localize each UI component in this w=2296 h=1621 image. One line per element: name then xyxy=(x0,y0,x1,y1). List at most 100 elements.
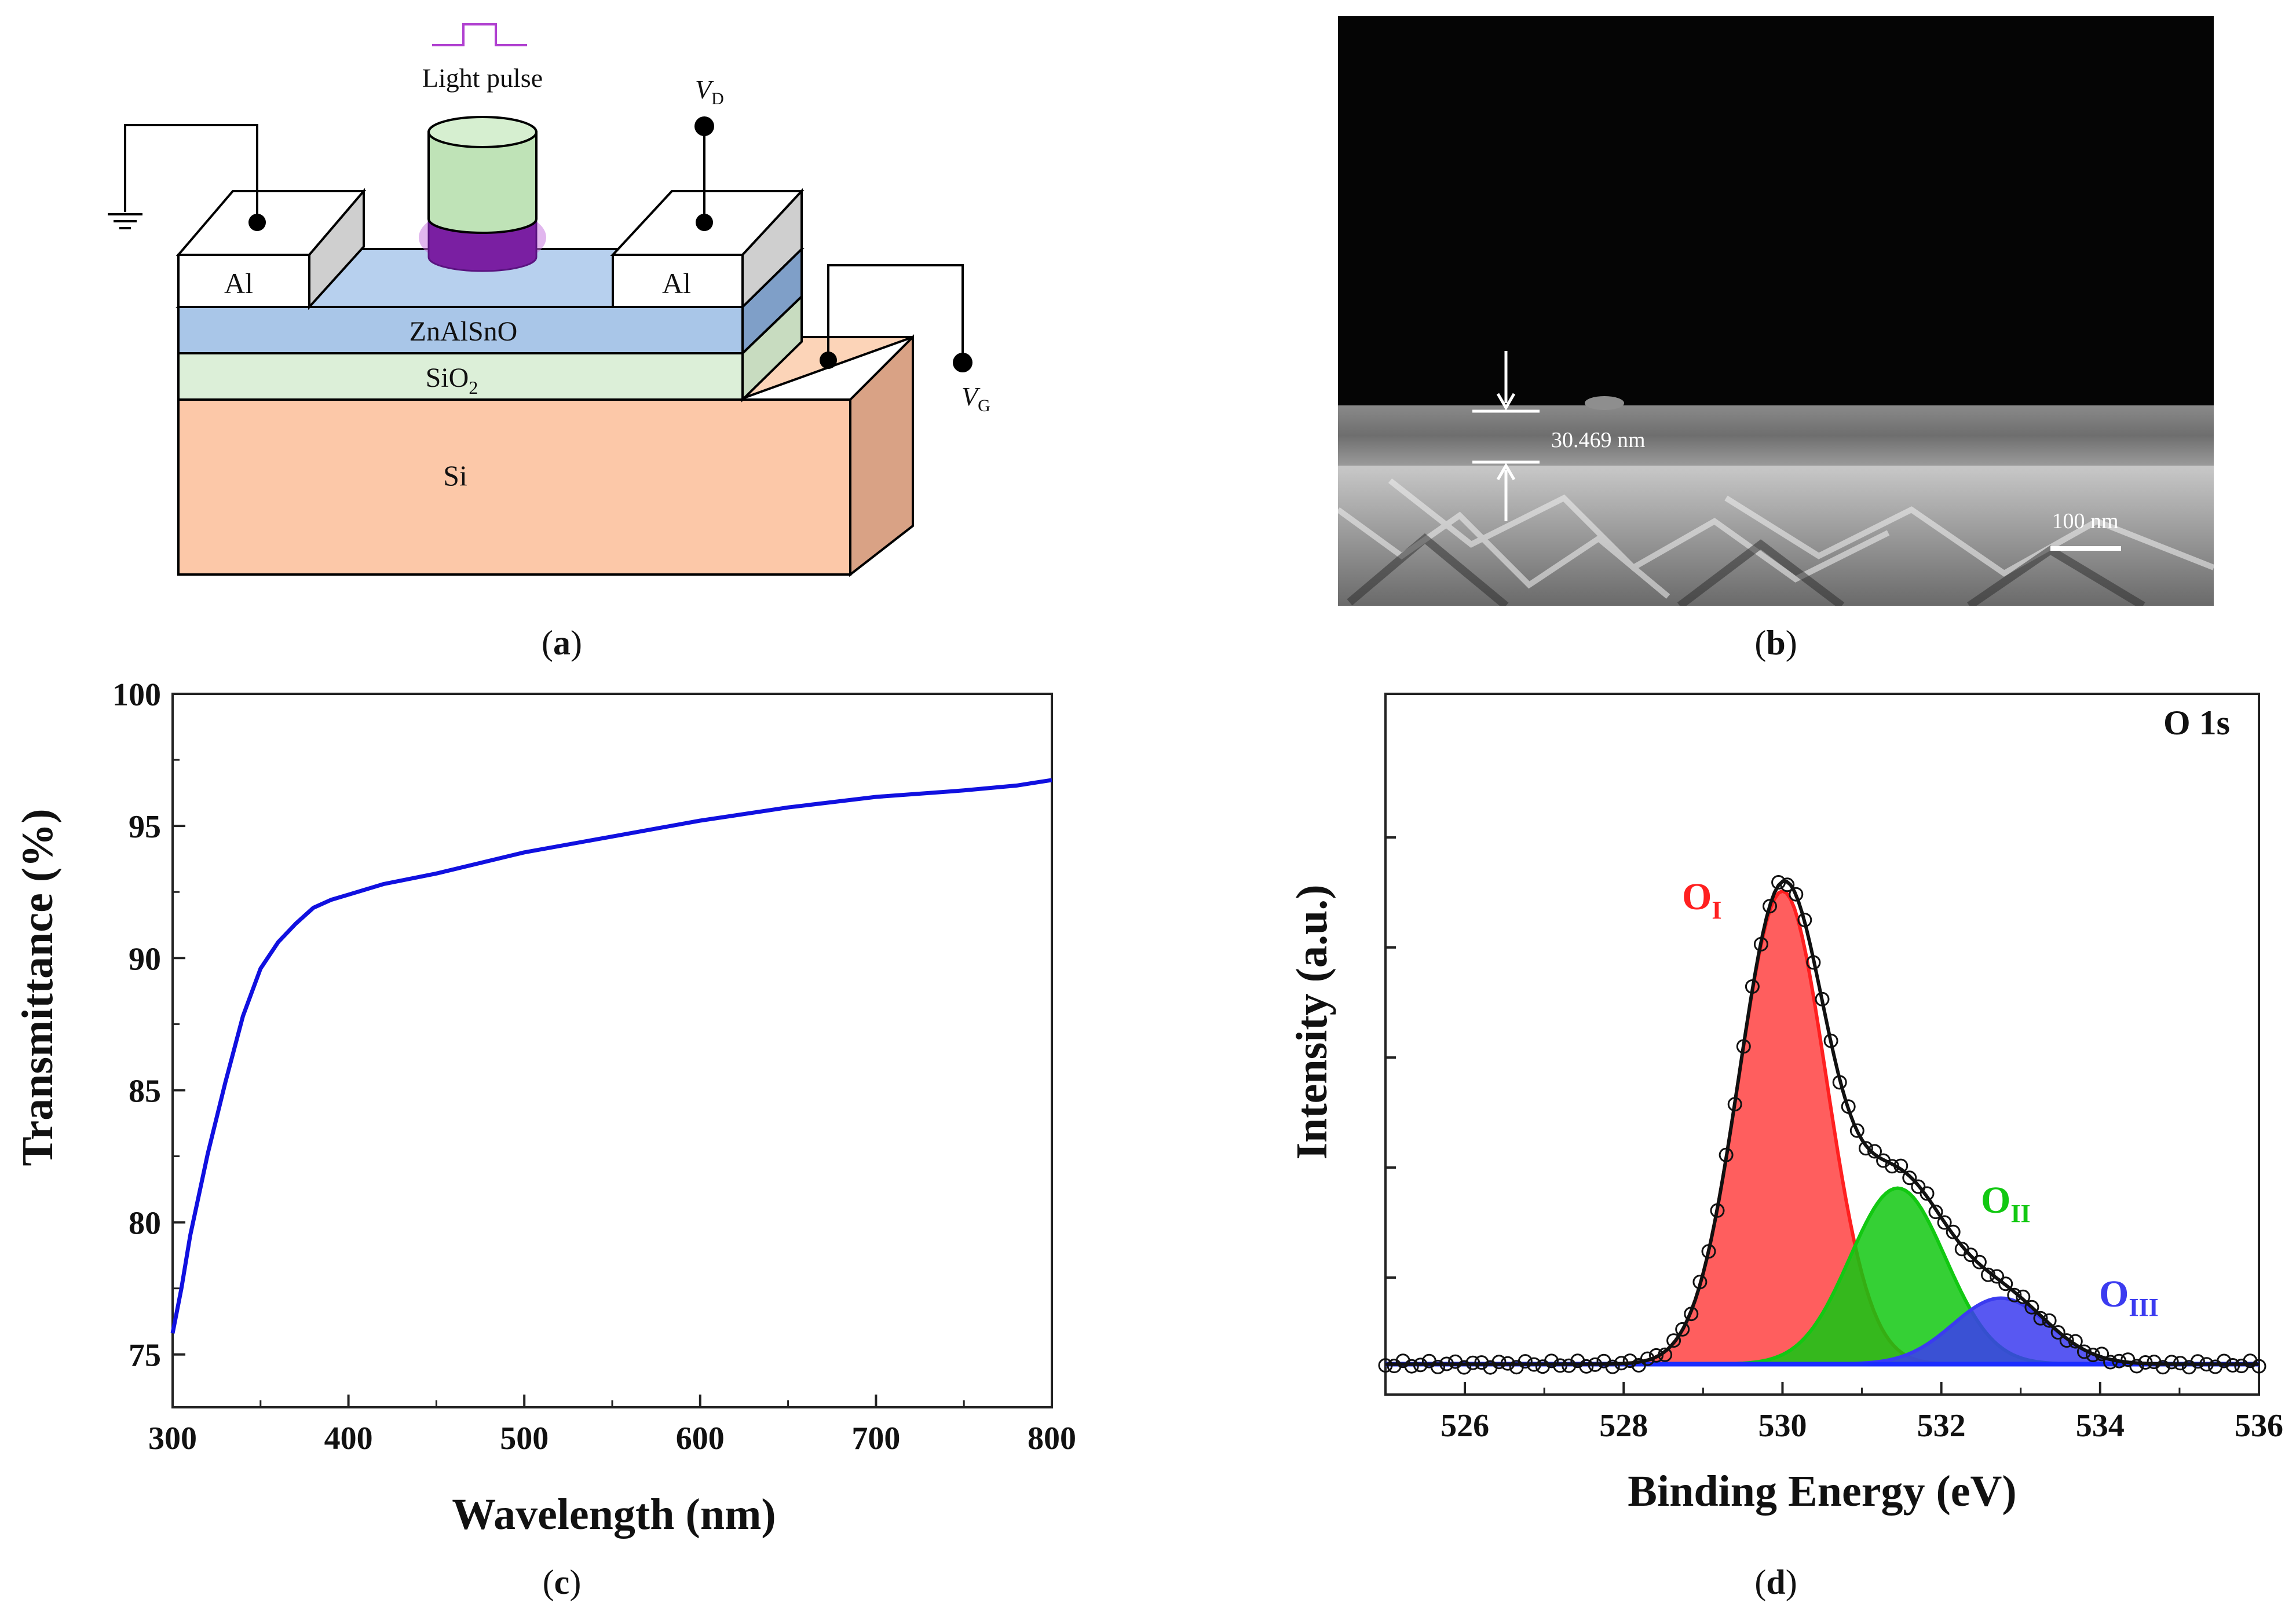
ground-wire xyxy=(124,124,258,222)
chart-d-data-point xyxy=(1465,1355,1480,1370)
chart-d-data-point xyxy=(1841,1099,1856,1114)
chart-d-data-point xyxy=(2251,1359,2266,1374)
chart-d-data-point xyxy=(1981,1267,1995,1282)
chart-d-data-point xyxy=(1605,1359,1620,1374)
znalsno-label: ZnAlSnO xyxy=(410,316,518,347)
chart-d-data-point xyxy=(2024,1300,2039,1315)
chart-d-data-point xyxy=(2112,1353,2127,1368)
chart-d-data-point xyxy=(1763,899,1777,914)
al-left-label: Al xyxy=(224,267,253,299)
scale-bar-label: 100 nm xyxy=(2052,509,2118,533)
chart-d-data-point xyxy=(1920,1186,1935,1201)
vg-label: VG xyxy=(961,382,990,415)
chart-d-data-point xyxy=(1719,1147,1734,1162)
chart-d-data-point xyxy=(1649,1348,1663,1363)
pulse-waveform-icon xyxy=(432,23,527,46)
vg-wire xyxy=(827,264,964,363)
ground-contact xyxy=(248,214,266,231)
chart-d-data-point xyxy=(1928,1205,1943,1220)
chart-d-data-point xyxy=(2217,1353,2232,1368)
chart-d-data-point xyxy=(1998,1276,2013,1291)
chart-d-axes: 526 528 530 532 534 536 xyxy=(1378,693,2283,1444)
chart-d-data-point xyxy=(2016,1289,2031,1304)
al-left-front xyxy=(177,254,310,308)
light-pulse-label: Light pulse xyxy=(422,63,543,93)
chart-d-data-point xyxy=(1692,1275,1708,1290)
thickness-marker xyxy=(1472,351,1540,521)
chart-d-data-point xyxy=(1911,1179,1926,1194)
chart-d-data-point xyxy=(2076,1344,2092,1359)
chart-d-xtick-label: 532 xyxy=(1917,1408,1966,1444)
chart-d-data-point xyxy=(1378,1358,1393,1373)
chart-d-data-point xyxy=(2164,1355,2179,1370)
chart-d-data-point xyxy=(1815,991,1830,1007)
chart-d-data-point xyxy=(1867,1144,1882,1159)
chart-d-data-point xyxy=(1780,877,1795,892)
chart-d-data-point xyxy=(1789,887,1804,902)
sio2-layer xyxy=(177,352,744,401)
chart-d-title: O 1s xyxy=(2163,704,2230,742)
chart-c-ytick-label: 95 xyxy=(129,809,161,845)
chart-d-data-point xyxy=(1797,913,1812,927)
thickness-label: 30.469 nm xyxy=(1551,428,1646,452)
chart-c-xtick-label: 400 xyxy=(324,1421,373,1457)
chart-d-data-point xyxy=(1963,1247,1978,1263)
chart-d-data-point xyxy=(1990,1269,2005,1284)
chart-d-data-point xyxy=(1753,936,1768,952)
chart-d-data-point xyxy=(1474,1355,1489,1370)
chart-d-data-point xyxy=(1404,1359,1419,1374)
light-source-body xyxy=(427,131,538,234)
chart-d-data-point xyxy=(1579,1359,1594,1374)
chart-d-data-point xyxy=(2199,1357,2214,1372)
chart-d-data-point xyxy=(1937,1215,1952,1230)
chart-d-data-point xyxy=(1675,1322,1690,1337)
vd-label: VD xyxy=(695,75,724,108)
chart-d-data-point xyxy=(1823,1033,1838,1048)
panel-label-b: (b) xyxy=(1754,624,1797,662)
chart-d-data-point xyxy=(2103,1355,2118,1370)
chart-d-data-point xyxy=(1849,1123,1864,1138)
sem-substrate xyxy=(1338,466,2214,606)
chart-c-ytick-label: 90 xyxy=(129,941,161,977)
chart-d-data-point xyxy=(1902,1170,1917,1185)
znalsno-layer xyxy=(177,306,744,354)
chart-d-frame xyxy=(1384,693,2260,1396)
panel-label-c: (c) xyxy=(543,1563,582,1601)
si-substrate-front xyxy=(177,398,851,576)
chart-d-data-point xyxy=(2225,1358,2240,1373)
si-substrate-side xyxy=(849,334,914,577)
chart-d-xtick-label: 534 xyxy=(2076,1408,2125,1444)
chart-d-xtick-label: 526 xyxy=(1441,1408,1489,1444)
sem-substrate-texture xyxy=(1338,478,2214,599)
light-source-top xyxy=(427,116,538,148)
panel-a-device-schematic: Si SiO2 ZnAlSnO Al Al Light pulse xyxy=(108,23,990,662)
chart-d-data-point xyxy=(1588,1357,1603,1372)
ground-icon xyxy=(108,213,142,229)
chart-d-data-point xyxy=(1893,1158,1909,1173)
si-label: Si xyxy=(443,459,467,492)
chart-c-ytick-label: 100 xyxy=(112,677,161,713)
chart-d-data-point xyxy=(2059,1333,2074,1348)
chart-d-data-point xyxy=(1666,1333,1681,1348)
chart-d-data-point xyxy=(2138,1355,2153,1370)
sem-film-layer xyxy=(1338,405,2214,466)
vg-contact xyxy=(820,352,837,369)
chart-d-data-point xyxy=(1710,1203,1725,1218)
chart-c-xtick-label: 700 xyxy=(851,1421,900,1457)
peak-label-o1: OI xyxy=(1682,876,1721,924)
chart-d-data-point xyxy=(2007,1287,2022,1302)
chart-d-data-point xyxy=(2173,1356,2188,1371)
chart-d-data-point xyxy=(1972,1254,1987,1269)
chart-d-data-point xyxy=(1413,1357,1428,1373)
chart-c-frame xyxy=(171,693,1053,1408)
chart-d-data-point xyxy=(1771,875,1786,890)
chart-d-xtick-label: 530 xyxy=(1758,1408,1807,1444)
chart-d-xlabel: Binding Energy (eV) xyxy=(1628,1467,2016,1516)
chart-d-xtick-label: 528 xyxy=(1599,1408,1648,1444)
chart-c-xtick-label: 500 xyxy=(500,1421,549,1457)
chart-d-data-point xyxy=(1858,1141,1873,1156)
chart-d-data-point xyxy=(1431,1359,1445,1374)
panel-label-a: (a) xyxy=(542,624,582,662)
chart-c-series-line xyxy=(170,778,1052,1334)
chart-d-ylabel: Intensity (a.u.) xyxy=(1288,884,1336,1159)
